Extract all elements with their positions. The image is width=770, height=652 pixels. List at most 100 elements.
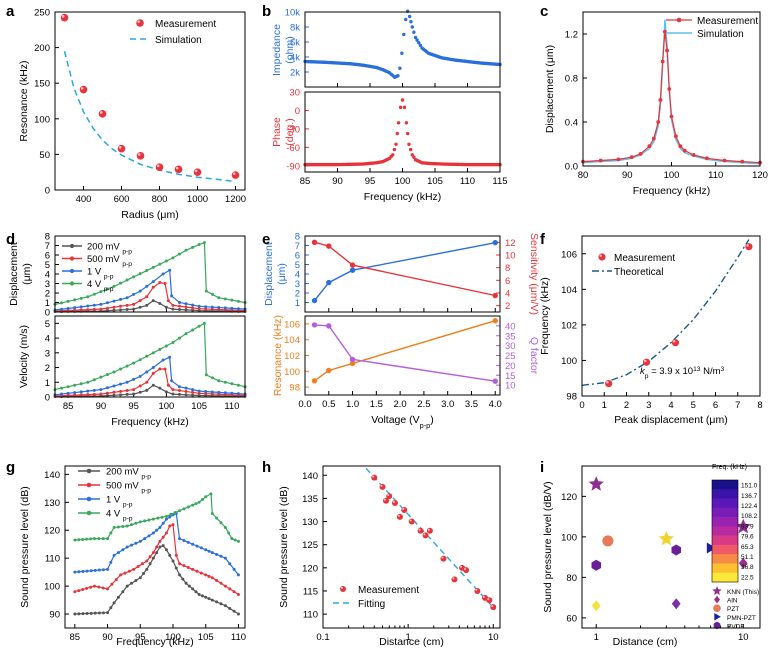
- y-tick-label: 8: [295, 232, 300, 243]
- x-tick-label: 3.0: [441, 399, 454, 410]
- data-point: [93, 611, 97, 615]
- measurement-point: [674, 134, 678, 139]
- panel-letter: f: [540, 231, 546, 248]
- data-point: [138, 374, 142, 378]
- y-axis-label: Resonance (kHz): [18, 60, 30, 141]
- data-point-highlight: [746, 244, 749, 247]
- label-part: 1 V: [87, 267, 104, 278]
- measurement-point: [647, 144, 652, 149]
- data-point: [168, 355, 172, 359]
- y-tick-label: 120: [561, 492, 577, 503]
- data-point: [215, 516, 219, 520]
- measurement-point: [193, 168, 202, 176]
- y-tick-label: 100: [561, 532, 577, 543]
- data-point: [132, 567, 136, 571]
- data-point: [66, 391, 70, 395]
- y-tick-label: 100: [284, 367, 300, 378]
- star-marker: [658, 530, 674, 546]
- y-tick-label: 20: [505, 361, 516, 372]
- triangle-marker: [706, 542, 717, 554]
- data-point: [125, 364, 129, 368]
- measurement-point: [662, 29, 667, 34]
- data-point: [121, 590, 125, 594]
- measurement-point: [417, 527, 424, 534]
- x-tick-label: 2.0: [394, 399, 407, 410]
- data-point: [326, 323, 332, 329]
- impedance-axes: [304, 11, 501, 88]
- label-part: ): [430, 414, 434, 426]
- data-point: [202, 241, 206, 245]
- colorbar-label: 136.7: [741, 493, 758, 500]
- y-tick-label: 40: [505, 321, 516, 332]
- y-tick-label: 4: [45, 270, 50, 281]
- data-point: [195, 569, 199, 573]
- x-tick-label: 0.0: [298, 399, 311, 410]
- series-line: [54, 269, 246, 311]
- data-point: [178, 573, 182, 577]
- data-point: [326, 243, 332, 249]
- legend-marker: [340, 586, 346, 592]
- colorbar-swatch: [712, 554, 738, 564]
- data-point: [86, 393, 90, 397]
- y-tick-label: 8: [505, 263, 510, 274]
- legend-label: PMN-PZT: [727, 615, 756, 622]
- colorbar-label: 122.4: [741, 503, 758, 510]
- data-point: [138, 305, 142, 309]
- data-point: [326, 279, 332, 286]
- data-point: [101, 568, 105, 572]
- data-point: [92, 392, 96, 396]
- label-part: p: [645, 373, 649, 380]
- colorbar-swatch: [712, 526, 738, 536]
- data-point: [73, 383, 77, 387]
- data-point: [163, 281, 167, 285]
- data-point: [105, 306, 109, 310]
- label-part: Voltage (V: [371, 414, 419, 426]
- data-point: [210, 390, 214, 394]
- label-part: 500 mV: [87, 254, 122, 265]
- data-point: [396, 121, 401, 125]
- data-point: [123, 571, 127, 575]
- panel-h-axes: [322, 465, 501, 629]
- legend-label: Measurement: [155, 19, 216, 30]
- data-point: [164, 531, 168, 535]
- data-point: [400, 98, 405, 102]
- series-line: [313, 242, 496, 302]
- data-point: [112, 390, 116, 394]
- data-point: [413, 35, 418, 40]
- data-point: [73, 308, 77, 312]
- colorbar-label: 36.8: [741, 564, 754, 571]
- phase-axes: [304, 91, 501, 173]
- legend-marker: [86, 468, 92, 474]
- series-line: [74, 512, 239, 576]
- data-point: [236, 612, 240, 616]
- data-point: [145, 567, 149, 571]
- colorbar-label: 151.0: [741, 483, 758, 490]
- data-point: [191, 390, 195, 394]
- y2-axis-label: Q factor: [528, 337, 540, 375]
- label-part: p-p: [122, 261, 132, 268]
- data-point: [492, 378, 498, 384]
- x-tick-label: 3: [646, 400, 651, 411]
- data-point-highlight: [232, 172, 236, 176]
- data-point: [236, 539, 240, 543]
- x-axis-label: Distance (cm): [379, 636, 444, 648]
- y-tick-label: 125: [302, 540, 318, 551]
- x-tick-label: 90: [332, 176, 343, 187]
- data-point: [230, 382, 234, 386]
- data-point: [161, 358, 165, 362]
- x-tick-label: 95: [135, 632, 146, 643]
- legend-label: 1 V p-p: [106, 495, 133, 509]
- data-point: [217, 390, 221, 394]
- x-tick-label: 1: [405, 632, 410, 643]
- star-marker: [588, 476, 604, 491]
- data-point: [73, 538, 77, 542]
- data-point: [197, 304, 201, 308]
- y-axis-label: Sound pressure level (dB): [19, 486, 31, 607]
- data-point: [412, 30, 416, 34]
- data-point: [132, 275, 136, 279]
- data-point: [112, 553, 116, 557]
- data-point: [130, 543, 134, 547]
- x-tick-label: 90: [622, 170, 633, 181]
- data-point: [86, 380, 90, 384]
